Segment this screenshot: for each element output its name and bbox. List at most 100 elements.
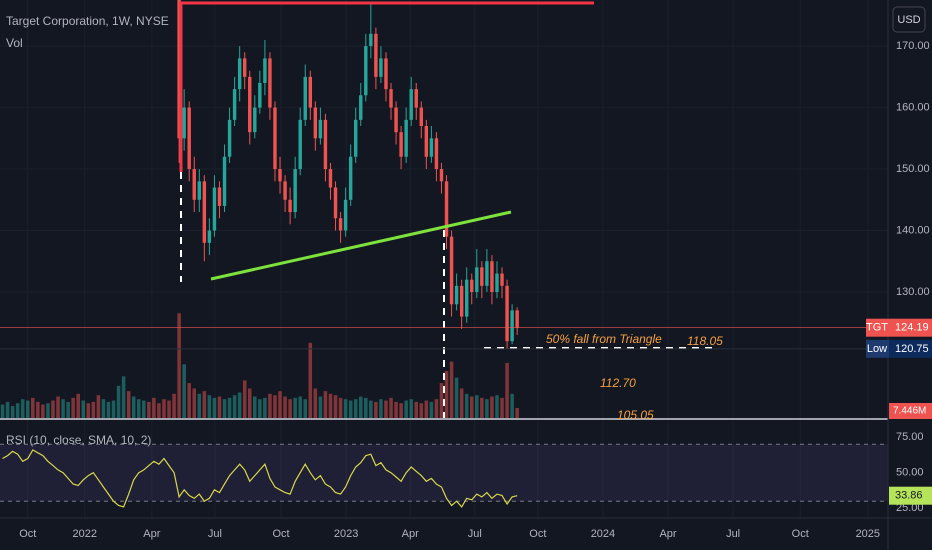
volume-bar: [263, 397, 267, 418]
currency-label[interactable]: USD: [897, 14, 920, 26]
volume-bar: [182, 364, 186, 418]
volume-bar: [237, 392, 242, 418]
volume-bar: [91, 401, 96, 418]
volume-bar: [268, 393, 272, 418]
x-tick-label: Apr: [402, 528, 419, 540]
x-tick-label: Oct: [792, 528, 809, 540]
candle-body: [268, 58, 272, 108]
volume-bar: [157, 403, 161, 418]
volume-bar: [343, 399, 348, 418]
candle-body: [359, 95, 363, 120]
volume-bar: [147, 401, 151, 418]
y-tick-label: 130.00: [896, 286, 930, 298]
volume-bar: [364, 397, 368, 418]
candle-body: [480, 267, 484, 286]
volume-bar: [318, 396, 323, 418]
chart-title: Target Corporation, 1W, NYSE: [6, 14, 169, 28]
candle-body: [222, 156, 227, 206]
volume-bar: [36, 401, 40, 418]
volume-bar: [379, 399, 383, 418]
volume-bar: [429, 401, 434, 418]
volume-bar: [192, 388, 197, 418]
candle-body: [303, 76, 307, 120]
candle-body: [343, 199, 348, 231]
volume-bar: [469, 396, 474, 418]
candle-body: [202, 181, 207, 243]
candle-body: [485, 261, 489, 286]
low-label: Low: [867, 343, 887, 355]
volume-bar: [333, 395, 338, 418]
candle-body: [288, 199, 292, 213]
candle-body: [232, 89, 237, 120]
volume-bar: [15, 403, 20, 418]
volume-bar: [500, 397, 504, 418]
volume-bar: [142, 400, 146, 418]
volume-bar: [313, 388, 318, 418]
y-tick-label: 150.00: [896, 163, 930, 175]
candle-body: [338, 218, 343, 231]
x-tick-label: Oct: [19, 528, 36, 540]
volume-bar: [162, 399, 166, 418]
candle-body: [258, 82, 262, 108]
last-price: 124.19: [895, 322, 929, 334]
x-tick-label: Jul: [468, 528, 482, 540]
volume-bar: [152, 397, 156, 418]
volume-bar: [81, 400, 86, 418]
candle-body: [217, 187, 222, 206]
candle-body: [318, 119, 323, 139]
volume-bar: [475, 395, 479, 418]
volume-bar: [283, 396, 287, 418]
symbol-tag: [866, 318, 889, 337]
candle-body: [419, 107, 424, 127]
volume-bar: [323, 391, 328, 418]
volume-bar: [444, 371, 449, 418]
price-tag: [889, 318, 932, 337]
volume-bar: [106, 401, 111, 418]
volume-bar: [31, 397, 35, 418]
price-pane: [0, 0, 519, 418]
volume-bar: [217, 396, 222, 418]
volume-bar: [404, 400, 408, 418]
volume-bar: [394, 401, 398, 418]
volume-bar: [172, 393, 176, 418]
candle-body: [253, 107, 257, 133]
candle-body: [404, 119, 408, 157]
volume-bar: [232, 395, 237, 418]
volume-bar: [5, 401, 10, 418]
y-tick-label: 140.00: [896, 224, 930, 236]
x-tick-label: Apr: [143, 528, 160, 540]
candle-body: [374, 33, 378, 77]
volume-tag: [889, 403, 932, 419]
candle-body: [464, 279, 469, 317]
x-tick-label: 2023: [334, 528, 358, 540]
candle-body: [500, 273, 504, 286]
volume-bar: [96, 395, 101, 418]
low-price-tag: [889, 339, 932, 358]
candle-body: [449, 236, 454, 305]
grid: [0, 443, 888, 502]
annotation: 50% fall from Triangle: [546, 332, 662, 346]
volume-bar: [131, 396, 136, 418]
candle-body: [369, 33, 373, 47]
volume-bar: [389, 397, 393, 418]
volume-bar: [0, 404, 5, 418]
volume-bar: [76, 393, 80, 418]
candle-body: [348, 156, 353, 200]
volume-bar: [459, 388, 464, 418]
volume-bar: [247, 388, 252, 418]
candle-body: [515, 310, 519, 328]
volume-bar: [434, 399, 439, 418]
volume-bar: [273, 395, 277, 418]
volume-bar: [480, 397, 484, 418]
volume-bar: [51, 400, 55, 418]
candle-body: [242, 58, 247, 77]
candle-body: [177, 0, 181, 139]
volume-bar: [308, 342, 313, 418]
currency-button[interactable]: [892, 6, 926, 33]
volume-bar: [369, 400, 373, 418]
candle-body: [227, 119, 232, 157]
volume-bar: [101, 399, 106, 418]
volume-bar: [56, 396, 60, 418]
rsi-line: [2, 449, 518, 508]
candle-body: [490, 261, 494, 292]
